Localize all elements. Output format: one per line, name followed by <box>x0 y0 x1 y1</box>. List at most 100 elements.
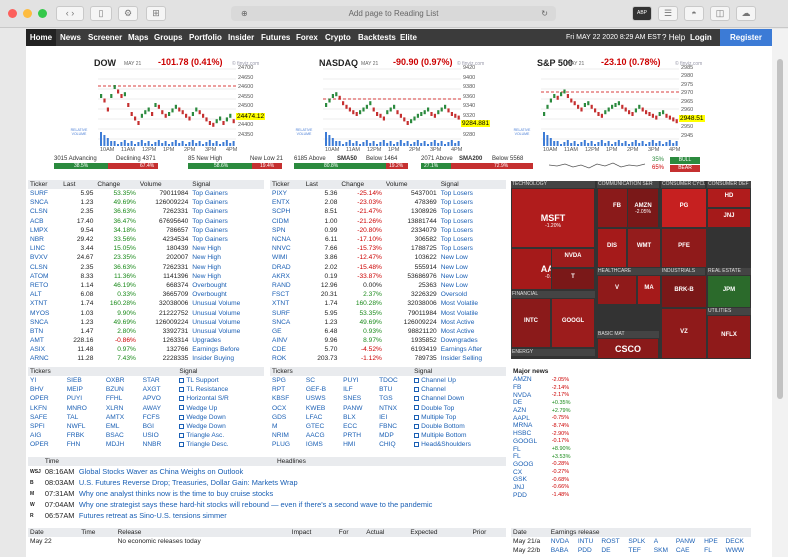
signal-link[interactable]: New Low <box>440 263 468 271</box>
reload-icon[interactable]: ↻ <box>541 9 548 18</box>
signal-link[interactable]: Top Losers <box>440 217 473 225</box>
pattern-ticker-link[interactable]: OPER <box>30 441 49 449</box>
headline-link[interactable]: Why one analyst thinks now is the time t… <box>78 489 274 498</box>
pattern-ticker-link[interactable]: MDJH <box>105 441 125 449</box>
ticker-link[interactable]: FSCT <box>272 291 290 299</box>
earnings-ticker-link[interactable]: SKM <box>653 547 669 555</box>
news-ticker-link[interactable]: FL <box>513 453 521 461</box>
pattern-signal-link[interactable]: Double Bottom <box>421 423 465 431</box>
heatmap-tile[interactable]: WMT <box>627 228 661 268</box>
news-ticker-link[interactable]: AZN <box>513 407 527 415</box>
pattern-ticker-link[interactable]: FRBK <box>66 432 85 440</box>
pattern-ticker-link[interactable]: BTU <box>379 386 393 394</box>
heatmap-tile[interactable]: MSFT -1.20% <box>511 188 595 248</box>
heatmap-tile[interactable]: HD <box>707 188 751 208</box>
pattern-ticker-link[interactable]: AACG <box>305 432 325 440</box>
earnings-ticker-link[interactable]: PDD <box>577 547 592 555</box>
nasdaq-chart[interactable]: NASDAQ MAY 21 -90.90 (0.97%) © finviz.com RE… <box>291 54 521 154</box>
pattern-ticker-link[interactable]: FBNC <box>379 423 398 431</box>
pattern-ticker-link[interactable]: NRIM <box>272 432 289 440</box>
ticker-link[interactable]: XTNT <box>272 300 290 308</box>
zoom-window-button[interactable] <box>38 9 47 18</box>
signal-row[interactable]: SNCA 1.23 49.69% 126009224 Top Gainers <box>28 198 264 207</box>
signal-row[interactable]: WIMI 3.86 -12.47% 103622 New Low <box>270 253 506 262</box>
major-news-row[interactable]: JNJ -0.66% <box>511 484 581 492</box>
pattern-signal-cell[interactable]: Triangle Desc. <box>177 440 264 449</box>
major-news-row[interactable]: FL +8.90% <box>511 445 581 453</box>
headline-row[interactable]: B 08:03AM U.S. Futures Reverse Drop; Treas… <box>28 477 506 488</box>
pattern-signal-link[interactable]: Horizontal S/R <box>186 395 229 403</box>
help-link[interactable]: ? Help <box>662 29 685 46</box>
pattern-ticker-link[interactable]: CHIQ <box>379 441 396 449</box>
pattern-ticker-link[interactable]: NNBR <box>142 441 162 449</box>
earnings-ticker-link[interactable]: WWW <box>725 547 745 555</box>
pattern-ticker-link[interactable]: AXGT <box>142 386 161 394</box>
signal-row[interactable]: LMPX 9.54 34.18% 786657 Top Gainers <box>28 226 264 235</box>
signal-row[interactable]: CIDM 1.00 -21.26% 13881744 Top Losers <box>270 217 506 226</box>
signal-row[interactable]: ARNC 11.28 7.43% 2228335 Insider Buying <box>28 354 264 363</box>
pattern-ticker-link[interactable]: BSAC <box>105 432 124 440</box>
signal-link[interactable]: New High <box>192 263 221 271</box>
news-ticker-link[interactable]: GSK <box>513 476 527 484</box>
news-ticker-link[interactable]: DE <box>513 399 523 407</box>
pattern-signal-cell[interactable]: Wedge Down <box>177 413 264 422</box>
pattern-ticker-link[interactable]: OCX <box>272 404 287 412</box>
tab-overview-button[interactable]: ⊞ <box>146 6 166 21</box>
pattern-ticker-link[interactable]: EML <box>105 423 120 431</box>
signal-row[interactable]: ACB 17.40 36.47% 67695640 Top Gainers <box>28 217 264 226</box>
major-news-row[interactable]: DE +0.35% <box>511 399 581 407</box>
major-news-row[interactable]: MRNA -8.74% <box>511 422 581 430</box>
signal-link[interactable]: Unusual Volume <box>192 318 241 326</box>
pattern-signal-cell[interactable]: Double Bottom <box>412 422 506 431</box>
heatmap-tile[interactable]: CSCO <box>597 338 659 359</box>
signal-link[interactable]: Top Gainers <box>192 226 228 234</box>
pattern-ticker-link[interactable]: NTNX <box>379 404 398 412</box>
pattern-signal-cell[interactable]: Channel <box>412 385 506 394</box>
pattern-signal-link[interactable]: Channel Up <box>421 377 456 385</box>
pattern-signal-link[interactable]: Multiple Top <box>421 413 457 421</box>
signal-row[interactable]: AINV 9.96 8.97% 1935852 Downgrades <box>270 336 506 345</box>
major-news-row[interactable]: CX -0.27% <box>511 468 581 476</box>
pattern-signal-link[interactable]: Triangle Desc. <box>186 441 229 449</box>
register-button[interactable]: Register <box>720 29 772 46</box>
heatmap-tile[interactable]: MA <box>637 275 661 305</box>
heatmap-tile[interactable]: INTC <box>511 298 551 348</box>
nav-item-maps[interactable]: Maps <box>128 33 149 42</box>
earnings-ticker-link[interactable]: DE <box>601 547 611 555</box>
signal-link[interactable]: Top Losers <box>440 245 473 253</box>
pattern-ticker-link[interactable]: FFHL <box>105 395 123 403</box>
signal-link[interactable]: Overbought <box>192 281 227 289</box>
signal-row[interactable]: LINC 3.44 15.05% 180439 New High <box>28 244 264 253</box>
signal-link[interactable]: Earnings After <box>440 346 483 354</box>
nasdaq-name[interactable]: NASDAQ <box>319 58 359 68</box>
pattern-ticker-link[interactable]: SIEB <box>66 377 82 385</box>
pattern-ticker-link[interactable]: MEIP <box>66 386 83 394</box>
signal-row[interactable]: AKRX 0.19 -33.87% 53686976 New Low <box>270 272 506 281</box>
pattern-ticker-link[interactable]: PUYI <box>66 395 83 403</box>
heatmap-tile[interactable]: VZ <box>661 308 707 359</box>
signal-row[interactable]: NBR 29.42 33.56% 4234534 Top Gainers <box>28 235 264 244</box>
ticker-link[interactable]: CDE <box>272 346 286 354</box>
signal-row[interactable]: XTNT 1.74 160.28% 32038006 Most Volatile <box>270 299 506 308</box>
major-news-title[interactable]: Major news <box>511 367 581 376</box>
ticker-link[interactable]: PIXY <box>272 190 288 198</box>
signal-row[interactable]: XTNT 1.74 160.28% 32038006 Unusual Volume <box>28 299 264 308</box>
earnings-ticker-link[interactable]: NVDA <box>550 538 570 546</box>
pattern-ticker-link[interactable]: SNES <box>343 395 362 403</box>
scrollbar-thumb[interactable] <box>777 59 783 399</box>
heatmap-tile[interactable]: NFLX <box>707 315 751 359</box>
signal-row[interactable]: SPN 0.99 -20.80% 2334079 Top Losers <box>270 226 506 235</box>
news-ticker-link[interactable]: GOOGL <box>513 437 538 445</box>
ticker-link[interactable]: SCPH <box>272 208 291 216</box>
pattern-signal-cell[interactable]: Horizontal S/R <box>177 394 264 403</box>
dow-chart[interactable]: DOW MAY 21 -101.78 (0.41%) © finviz.com RELA… <box>66 54 296 154</box>
pattern-ticker-link[interactable]: KBSF <box>272 395 290 403</box>
major-news-row[interactable]: FB -2.14% <box>511 384 581 392</box>
headline-row[interactable]: WSJ 08:16AM Global Stocks Waver as China W… <box>28 466 506 477</box>
pattern-signal-cell[interactable]: Triangle Asc. <box>177 431 264 440</box>
signal-link[interactable]: Most Active <box>440 327 475 335</box>
heatmap-tile[interactable]: PG <box>661 188 707 228</box>
signal-link[interactable]: Most Volatile <box>440 309 479 317</box>
pattern-ticker-link[interactable]: TDOC <box>379 377 398 385</box>
pocket-button[interactable]: ◫ <box>710 6 730 21</box>
